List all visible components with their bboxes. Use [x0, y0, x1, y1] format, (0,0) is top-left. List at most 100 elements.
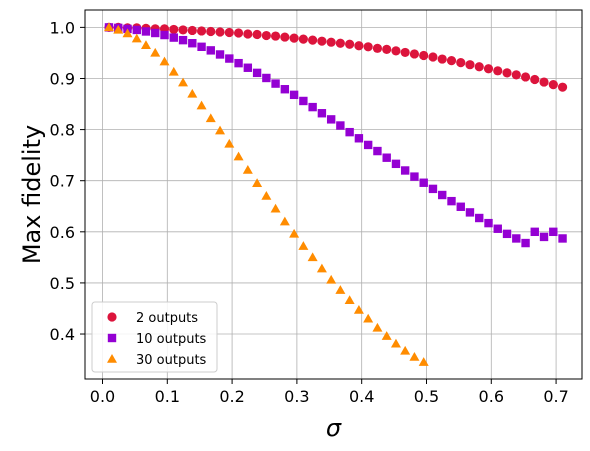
data-point — [178, 25, 188, 35]
data-point — [205, 113, 216, 123]
ticks: 0.0 0.1 0.2 0.3 0.4 0.5 0.6 0.7 0.4 0.5 0.6 0.7 0.8 0… — [50, 18, 569, 406]
data-point — [400, 47, 410, 58]
data-point — [400, 345, 411, 355]
data-point — [279, 216, 290, 226]
data-point — [493, 224, 502, 233]
data-point — [262, 73, 271, 83]
data-point — [215, 125, 226, 135]
data-point — [261, 191, 272, 200]
data-point — [316, 263, 327, 273]
data-point — [289, 228, 300, 238]
data-point — [326, 37, 336, 47]
x-tick-label: 0.4 — [349, 387, 374, 406]
data-point — [271, 79, 280, 88]
data-point — [418, 357, 429, 366]
data-point — [539, 232, 549, 242]
data-point — [233, 28, 244, 38]
data-point — [159, 56, 170, 66]
data-point — [447, 196, 456, 206]
data-point — [530, 74, 540, 85]
data-point — [188, 39, 197, 48]
data-point — [215, 50, 225, 59]
legend-marker — [107, 333, 117, 343]
data-point — [539, 77, 549, 87]
data-point — [270, 31, 281, 41]
data-point — [354, 41, 364, 51]
data-point — [372, 322, 383, 332]
series-2-outputs — [104, 22, 568, 92]
data-point — [131, 33, 142, 43]
data-point — [242, 164, 253, 174]
data-point — [151, 28, 160, 38]
legend: 2 outputs 10 outputs 30 outputs — [91, 301, 218, 373]
data-point — [511, 70, 521, 80]
data-point — [243, 63, 253, 72]
y-tick-label: 0.9 — [50, 69, 75, 88]
data-point — [224, 27, 234, 38]
data-point — [196, 100, 207, 110]
data-point — [428, 184, 438, 194]
data-point — [206, 26, 216, 37]
data-point — [382, 153, 391, 162]
data-point — [298, 241, 309, 250]
data-point — [363, 42, 373, 52]
data-point — [197, 42, 206, 51]
y-axis-label: Max fidelity — [18, 125, 46, 264]
data-point — [363, 313, 374, 323]
data-point — [280, 85, 290, 94]
y-tick-label: 0.6 — [50, 223, 75, 242]
data-point — [530, 227, 539, 237]
data-point — [502, 68, 512, 78]
y-tick-label: 0.7 — [50, 172, 75, 191]
legend-label: 2 outputs — [136, 311, 198, 326]
data-point — [446, 55, 457, 66]
series-30-outputs — [103, 22, 429, 366]
data-point — [233, 151, 244, 161]
grid — [85, 10, 582, 379]
data-point — [234, 58, 243, 68]
data-point — [317, 109, 327, 118]
data-point — [261, 30, 271, 41]
data-point — [474, 62, 484, 72]
data-point — [270, 203, 281, 213]
data-point — [345, 39, 355, 49]
data-point — [419, 178, 428, 187]
data-point — [122, 28, 133, 38]
data-point — [280, 32, 290, 42]
data-points — [103, 22, 568, 366]
data-point — [354, 134, 364, 143]
data-point — [141, 27, 151, 36]
data-point — [521, 238, 530, 248]
data-point — [206, 46, 215, 55]
data-point — [512, 234, 521, 243]
data-point — [196, 26, 207, 36]
data-point — [410, 172, 419, 181]
data-point — [335, 285, 346, 294]
legend-label: 30 outputs — [136, 353, 207, 368]
data-point — [465, 60, 475, 70]
data-point — [391, 46, 401, 56]
data-point — [363, 140, 373, 150]
data-point — [373, 146, 382, 156]
data-point — [502, 229, 512, 239]
data-point — [178, 35, 188, 45]
data-point — [308, 102, 317, 112]
y-tick-label: 0.8 — [50, 121, 75, 140]
x-tick-label: 0.0 — [90, 387, 115, 406]
data-point — [548, 80, 558, 90]
data-point — [409, 352, 420, 361]
data-point — [252, 68, 262, 78]
data-point — [160, 30, 169, 40]
data-point — [382, 44, 392, 54]
data-point — [169, 33, 178, 42]
data-point — [308, 35, 318, 45]
data-point — [438, 190, 447, 200]
data-point — [317, 36, 327, 46]
legend-label: 10 outputs — [136, 332, 207, 347]
data-point — [484, 218, 493, 228]
x-axis-label: σ — [326, 414, 342, 442]
data-point — [483, 64, 494, 74]
data-point — [169, 24, 179, 35]
data-point — [390, 338, 401, 348]
